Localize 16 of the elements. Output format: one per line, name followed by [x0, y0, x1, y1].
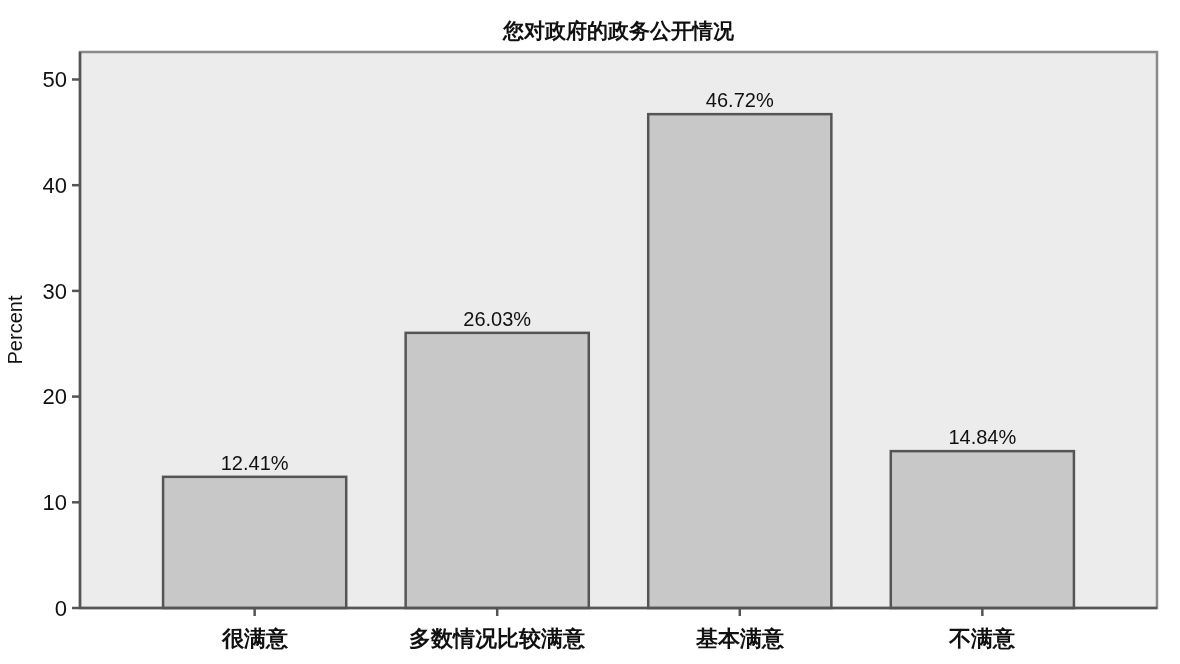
- y-tick-label: 30: [42, 278, 67, 304]
- data-label: 26.03%: [463, 307, 532, 330]
- data-label: 46.72%: [705, 89, 774, 112]
- y-tick-label: 20: [42, 384, 67, 410]
- y-tick-label: 0: [54, 595, 67, 621]
- chart-title: 您对政府的政务公开情况: [502, 19, 735, 42]
- y-tick-label: 10: [42, 490, 67, 515]
- x-tick-label: 不满意: [948, 626, 1017, 651]
- data-label: 14.84%: [948, 426, 1017, 449]
- x-tick-label: 基本满意: [694, 626, 785, 651]
- y-tick-label: 40: [42, 172, 67, 198]
- y-axis-title: Percent: [4, 295, 26, 365]
- x-tick-label: 多数情况比较满意: [409, 626, 587, 651]
- data-label: 12.41%: [220, 451, 289, 474]
- x-tick-label: 很满意: [220, 626, 289, 651]
- y-tick-label: 50: [42, 67, 67, 93]
